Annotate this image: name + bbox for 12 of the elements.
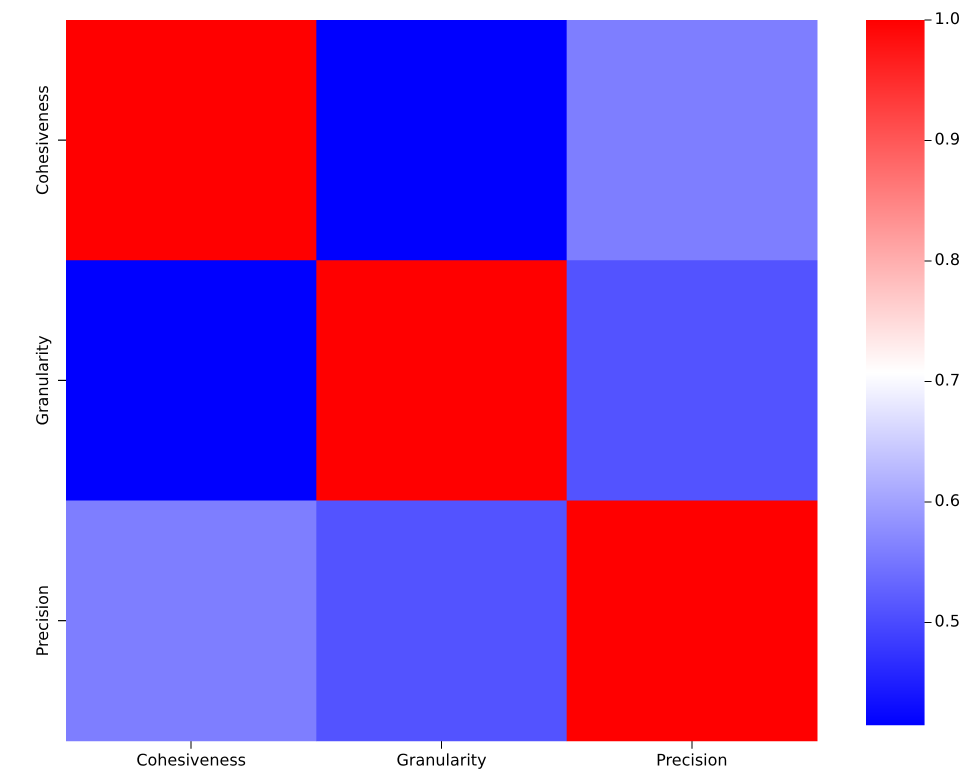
- color-bar-label: 1.0: [934, 9, 960, 28]
- x-tick-label: Granularity: [396, 750, 487, 770]
- x-tick-label: Cohesiveness: [136, 750, 246, 770]
- color-bar-label: 0.6: [934, 491, 960, 510]
- y-tick-label: Precision: [33, 584, 52, 656]
- color-bar-label: 0.8: [934, 250, 960, 270]
- color-bar-label: 0.9: [934, 130, 960, 149]
- x-tick-label: Precision: [656, 750, 728, 770]
- y-tick-label: Cohesiveness: [33, 85, 52, 195]
- y-tick-label: Granularity: [33, 335, 52, 426]
- color-bar-label: 0.5: [934, 612, 960, 631]
- color-bar-label: 0.7: [934, 370, 960, 390]
